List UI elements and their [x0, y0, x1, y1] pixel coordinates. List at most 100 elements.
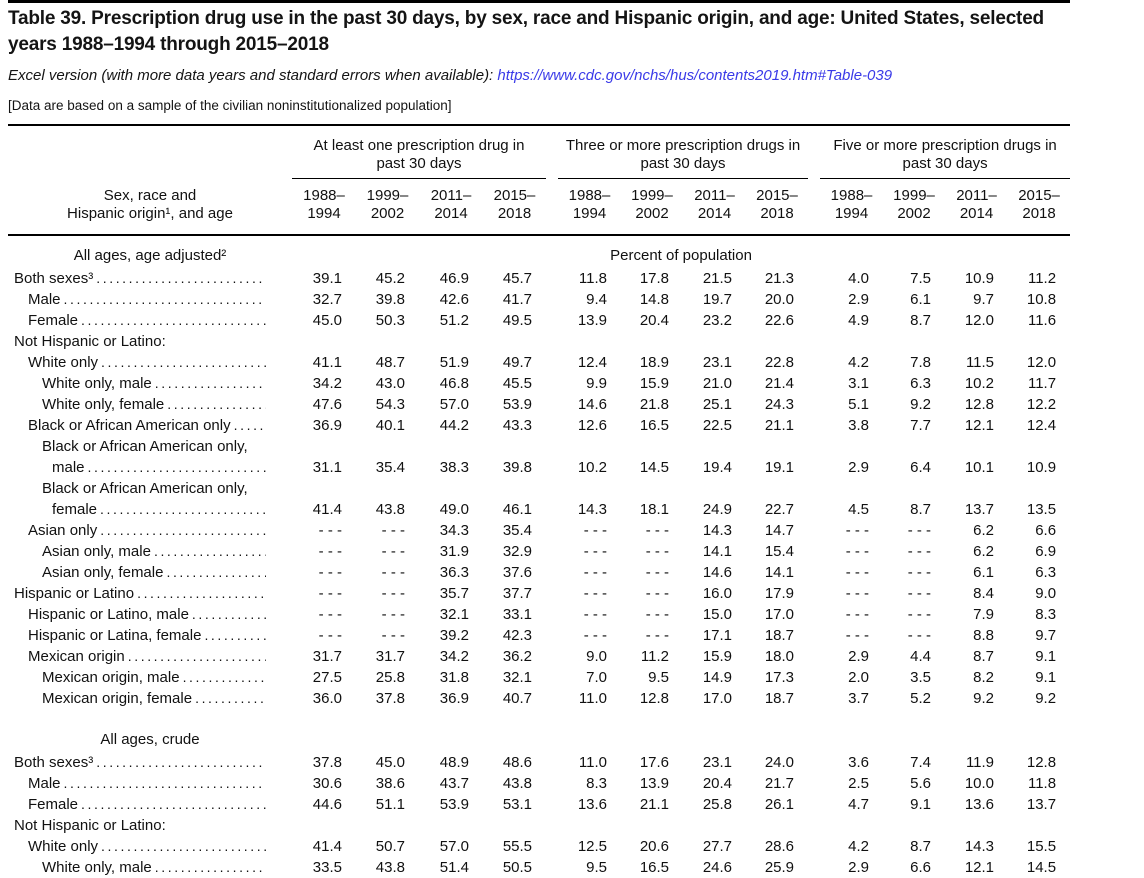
cell-value: 10.1	[964, 459, 995, 476]
cell-value: - - -	[907, 543, 932, 560]
excel-link[interactable]: https://www.cdc.gov/nchs/hus/contents201…	[497, 67, 893, 84]
dot-leader	[234, 415, 266, 436]
table-row: Asian only, female - - - - - - 36.3 37.6 - - …	[8, 562, 1070, 583]
cell-value: 21.3	[764, 270, 795, 287]
cell-value: 46.9	[439, 270, 469, 287]
cell-value: 9.0	[1035, 585, 1057, 602]
cell-value: - - -	[318, 585, 342, 602]
column-gap	[808, 289, 820, 310]
cell-value: 42.3	[502, 627, 533, 644]
column-gap	[546, 352, 558, 373]
cell-value: 51.9	[439, 354, 469, 371]
cell-value: - - -	[381, 585, 405, 602]
cell-value: 3.1	[848, 375, 870, 392]
dot-leader	[195, 688, 266, 709]
dot-leader	[155, 857, 266, 878]
cell-value: 2.9	[848, 859, 870, 876]
table-row: Both sexes³ 37.8 45.0 48.9 48.6 11.0 17.6 23.1 2…	[8, 752, 1070, 773]
row-label: White only, male	[8, 857, 292, 878]
cell-value: 9.1	[1035, 648, 1057, 665]
cell-value: 43.3	[502, 417, 533, 434]
cell-value: 31.1	[312, 459, 342, 476]
cell-value: 3.7	[848, 690, 870, 707]
cell-value: 18.0	[764, 648, 795, 665]
dot-leader	[64, 773, 266, 794]
cell-value: 21.5	[702, 270, 733, 287]
dot-leader	[137, 583, 266, 604]
column-gap	[546, 562, 558, 583]
cell-value: 8.3	[1035, 606, 1057, 623]
column-gap	[808, 625, 820, 646]
cell-value: 12.8	[1026, 754, 1057, 771]
table-row: White only, male 34.2 43.0 46.8 45.5 9.9 15.9 2…	[8, 373, 1070, 394]
cell-value: - - -	[645, 606, 670, 623]
cell-value	[683, 331, 746, 352]
cell-value: - - -	[907, 627, 932, 644]
table-row: Male 32.7 39.8 42.6 41.7 9.4 14.8 19.7 20.0 2.9 6.…	[8, 289, 1070, 310]
cell-value: 47.6	[312, 396, 342, 413]
cell-value: 36.0	[312, 690, 342, 707]
cell-value: 41.7	[502, 291, 533, 308]
cell-value	[820, 331, 883, 352]
cell-value: 9.9	[586, 375, 608, 392]
row-label: Mexican origin	[8, 646, 292, 667]
cell-value: 14.1	[764, 564, 795, 581]
row-label: Hispanic or Latino, male	[8, 604, 292, 625]
cell-value: 14.6	[702, 564, 733, 581]
cell-value: 4.0	[848, 270, 870, 287]
cell-value: 11.0	[578, 690, 608, 707]
cell-value: - - -	[645, 627, 670, 644]
cell-value: 25.8	[375, 669, 405, 686]
table-row: White only 41.4 50.7 57.0 55.5 12.5 20.6 27.7 28…	[8, 836, 1070, 857]
cell-value: 36.3	[439, 564, 469, 581]
cell-value: 38.6	[375, 775, 405, 792]
cell-value: 8.7	[910, 312, 932, 329]
cell-value: 43.8	[502, 775, 533, 792]
cell-value: 9.7	[973, 291, 995, 308]
cell-value: 18.1	[639, 501, 670, 518]
cell-value: 22.8	[764, 354, 795, 371]
cell-value: 32.1	[502, 669, 533, 686]
cell-value: 13.6	[577, 796, 608, 813]
cell-value: - - -	[318, 564, 342, 581]
column-gap	[546, 625, 558, 646]
cell-value: 3.5	[910, 669, 932, 686]
year-column-header: 1999– 2002	[356, 178, 419, 236]
cell-value: 31.7	[312, 648, 342, 665]
dot-leader	[155, 373, 266, 394]
cell-value: 9.5	[648, 669, 670, 686]
column-group-five-or-more: Five or more prescription drugs in past …	[820, 125, 1071, 179]
cell-value	[483, 331, 546, 352]
cell-value	[558, 331, 621, 352]
cell-value: 48.9	[439, 754, 469, 771]
cell-value: 4.4	[910, 648, 932, 665]
year-column-header: 1988– 1994	[292, 178, 356, 236]
cell-value: - - -	[645, 564, 670, 581]
cell-value: - - -	[381, 606, 405, 623]
cell-value: 37.7	[502, 585, 533, 602]
column-gap	[808, 794, 820, 815]
cell-value: 12.1	[964, 417, 995, 434]
cell-value: 2.9	[848, 291, 870, 308]
cell-value: 4.2	[848, 354, 870, 371]
table-body: All ages, age adjusted² Percent of popula…	[8, 235, 1070, 878]
cell-value: 14.8	[639, 291, 670, 308]
year-column-header: 2015– 2018	[1008, 178, 1071, 236]
cell-value: 16.5	[639, 859, 670, 876]
cell-value: 17.0	[702, 690, 733, 707]
year-column-header: 2011– 2014	[683, 178, 747, 236]
cell-value: 6.2	[973, 522, 995, 539]
cell-value: 19.1	[764, 459, 795, 476]
row-label: Mexican origin, male	[8, 667, 292, 688]
row-label: Asian only	[8, 520, 292, 541]
cell-value: 12.6	[577, 417, 608, 434]
cell-value: 12.4	[577, 354, 608, 371]
cell-value: - - -	[845, 627, 870, 644]
section-header-row: All ages, crude	[8, 709, 1070, 752]
cell-value: 55.5	[502, 838, 533, 855]
table-row: Mexican origin, male 27.5 25.8 31.8 32.1 7.0 9…	[8, 667, 1070, 688]
row-label: White only	[8, 352, 292, 373]
dot-leader	[192, 604, 266, 625]
cell-value: 39.8	[375, 291, 405, 308]
cell-value: 12.0	[1026, 354, 1057, 371]
